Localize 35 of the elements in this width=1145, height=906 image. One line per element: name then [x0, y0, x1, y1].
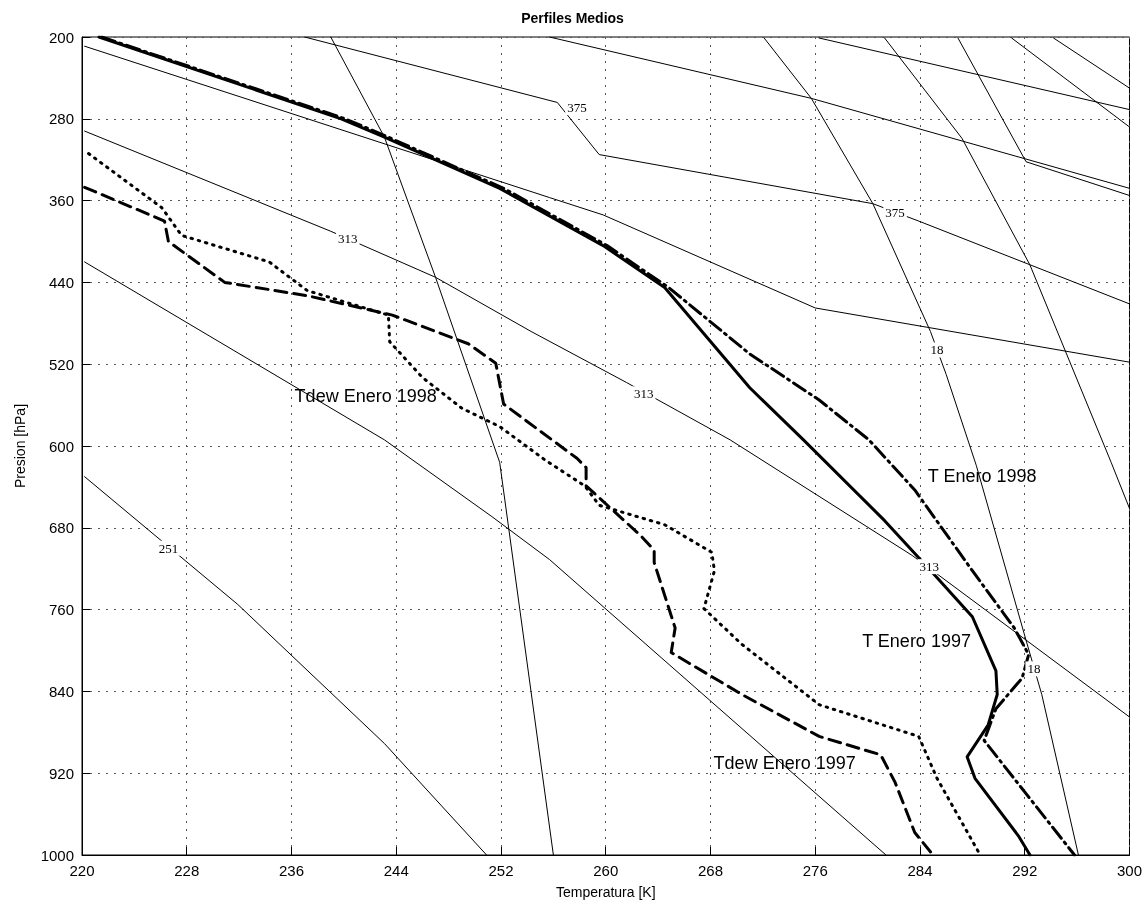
y-tick-label: 360 — [48, 192, 74, 210]
x-tick-label: 220 — [69, 862, 95, 879]
series-label: T Enero 1997 — [862, 630, 971, 651]
y-tick-label: 760 — [48, 601, 74, 619]
annotation: 251 — [158, 540, 179, 556]
x-tick-label: 292 — [1012, 862, 1038, 879]
y-tick-label: 280 — [48, 110, 74, 128]
x-tick-label: 260 — [593, 862, 619, 879]
annotation: 375 — [567, 100, 587, 116]
annotation: 313 — [338, 230, 358, 246]
chart-title: Perfiles Medios — [521, 10, 625, 26]
y-tick-label: 200 — [48, 28, 74, 46]
y-axis-title: Presion [hPa] — [12, 403, 28, 489]
x-tick-label: 300 — [1116, 862, 1142, 879]
y-tick-label: 920 — [48, 764, 74, 782]
annotation: 313 — [633, 386, 654, 402]
y-tick-label: 440 — [48, 273, 74, 291]
x-axis-title: Temperatura [K] — [555, 884, 656, 900]
y-tick-label: 520 — [48, 355, 74, 373]
x-tick-label: 236 — [278, 862, 305, 879]
series-label: T Enero 1998 — [927, 465, 1037, 486]
x-tick-label: 244 — [383, 862, 409, 879]
y-tick-label: 600 — [48, 437, 74, 455]
x-tick-label: 252 — [488, 862, 514, 879]
x-tick-label: 276 — [802, 862, 828, 879]
y-tick-label: 1000 — [40, 846, 74, 864]
y-tick-label: 840 — [48, 682, 74, 700]
annotation: 375 — [885, 205, 905, 221]
y-tick-label: 680 — [48, 519, 74, 537]
x-tick-label: 268 — [697, 862, 724, 879]
annotation: 18 — [1027, 661, 1041, 677]
annotation: 18 — [930, 342, 944, 358]
annotation: 313 — [919, 559, 939, 575]
x-tick-label: 228 — [174, 862, 200, 879]
x-tick-label: 284 — [907, 862, 933, 879]
